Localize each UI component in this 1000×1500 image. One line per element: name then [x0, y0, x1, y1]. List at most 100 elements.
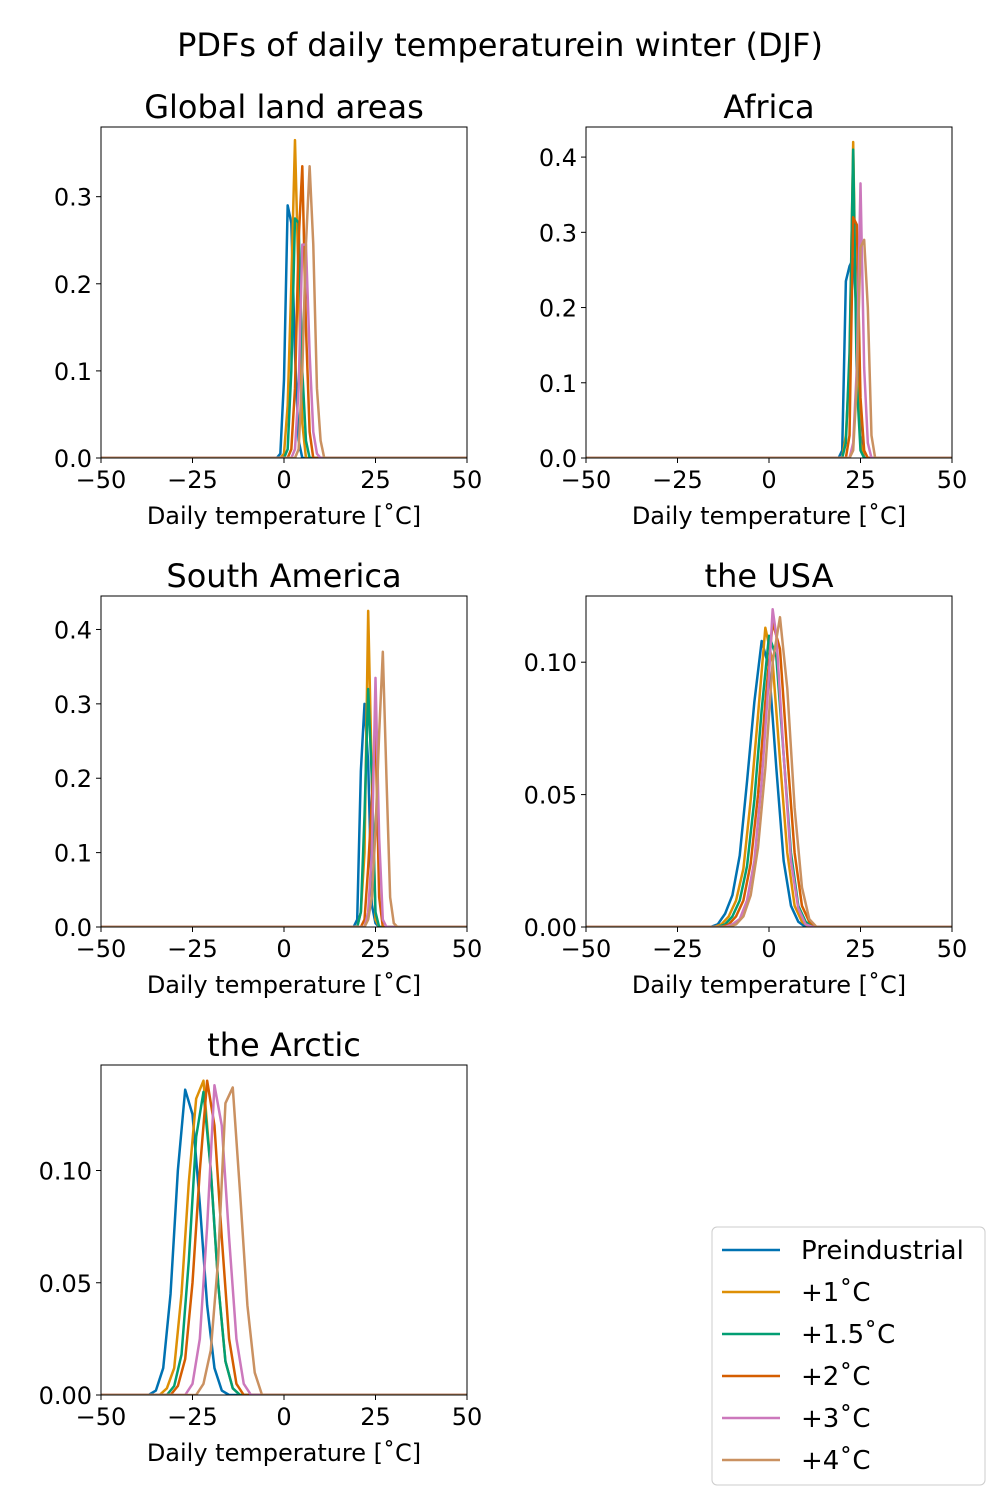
x-axis-label: Daily temperature [˚C]: [147, 502, 421, 530]
y-tick-label: 0.3: [54, 691, 92, 719]
legend-frame: [711, 1226, 986, 1486]
series-line-5: [586, 182, 952, 458]
series-group: [586, 140, 952, 458]
series-line-4: [586, 216, 952, 458]
panel-title: the USA: [705, 557, 834, 595]
y-tick-label: 0.2: [539, 295, 577, 323]
series-line-2: [586, 626, 952, 927]
y-tick-label: 0.0: [539, 445, 577, 473]
series-line-2: [101, 609, 467, 927]
x-tick-label: 0: [276, 935, 291, 963]
series-line-3: [586, 148, 952, 458]
x-tick-label: 25: [360, 466, 391, 494]
series-group: [101, 609, 467, 927]
series-line-6: [101, 650, 467, 927]
panel-3: −50 −25 0 25 50 0.0 0.1 0.2 0.3 0.4 South America D…: [54, 557, 482, 999]
series-line-3: [101, 687, 467, 927]
x-tick-label: −25: [167, 935, 218, 963]
y-tick-label: 0.05: [39, 1270, 92, 1298]
legend-label: +2˚C: [801, 1362, 870, 1392]
x-tick-label: 50: [452, 935, 483, 963]
legend-label: +3˚C: [801, 1404, 870, 1434]
panel-title: the Arctic: [207, 1026, 361, 1064]
x-tick-label: −25: [652, 466, 703, 494]
series-line-1: [586, 257, 952, 458]
series-line-1: [101, 1088, 467, 1395]
series-line-6: [101, 1086, 467, 1395]
y-tick-label: 0.0: [54, 445, 92, 473]
x-tick-label: 50: [452, 466, 483, 494]
series-line-5: [586, 607, 952, 927]
x-tick-label: 0: [276, 1403, 291, 1431]
series-group: [586, 607, 952, 927]
panel-1: −50 −25 0 25 50 0.0 0.1 0.2 0.3 Global land areas…: [54, 88, 482, 530]
series-line-1: [101, 204, 467, 458]
series-line-2: [101, 138, 467, 458]
x-axis-label: Daily temperature [˚C]: [632, 502, 906, 530]
x-tick-label: 25: [845, 466, 876, 494]
series-line-6: [586, 238, 952, 458]
panel-title: Global land areas: [144, 88, 424, 126]
series-line-2: [586, 140, 952, 458]
series-group: [101, 138, 467, 458]
legend: Preindustrial +1˚C +1.5˚C +2˚C +3˚C +4˚C: [711, 1226, 986, 1486]
y-tick-label: 0.1: [54, 358, 92, 386]
y-tick-label: 0.00: [39, 1382, 92, 1410]
series-line-5: [101, 676, 467, 927]
y-tick-label: 0.10: [39, 1158, 92, 1186]
x-axis-label: Daily temperature [˚C]: [147, 1439, 421, 1467]
y-tick-label: 0.4: [539, 144, 577, 172]
series-line-6: [101, 164, 467, 458]
legend-label: +4˚C: [801, 1446, 870, 1476]
x-tick-label: −25: [652, 935, 703, 963]
series-line-5: [101, 1083, 467, 1395]
x-tick-label: 50: [937, 466, 968, 494]
y-tick-label: 0.05: [524, 782, 577, 810]
panel-title: South America: [166, 557, 401, 595]
axes-frame: [585, 126, 953, 459]
series-line-1: [586, 639, 952, 927]
x-tick-label: 25: [360, 1403, 391, 1431]
series-line-4: [101, 724, 467, 927]
x-tick-label: 0: [761, 935, 776, 963]
x-tick-label: −50: [561, 466, 612, 494]
legend-label: Preindustrial: [801, 1236, 964, 1266]
series-line-4: [101, 1079, 467, 1395]
y-tick-label: 0.2: [54, 271, 92, 299]
x-tick-label: 50: [937, 935, 968, 963]
panel-4: −50 −25 0 25 50 0.00 0.05 0.10 the USA Daily temp…: [524, 557, 968, 999]
x-tick-label: 0: [276, 466, 291, 494]
y-tick-label: 0.10: [524, 649, 577, 677]
y-tick-label: 0.1: [539, 370, 577, 398]
y-tick-label: 0.2: [54, 765, 92, 793]
axes-frame: [100, 595, 468, 928]
y-tick-label: 0.0: [54, 914, 92, 942]
panel-5: −50 −25 0 25 50 0.00 0.05 0.10 the Arctic Daily t…: [39, 1026, 483, 1467]
x-tick-label: 25: [360, 935, 391, 963]
panel-title: Africa: [723, 88, 814, 126]
x-tick-label: −25: [167, 1403, 218, 1431]
y-tick-label: 0.3: [54, 184, 92, 212]
x-axis-label: Daily temperature [˚C]: [147, 971, 421, 999]
y-tick-label: 0.1: [54, 840, 92, 868]
series-line-3: [101, 217, 467, 458]
series-line-1: [101, 702, 467, 927]
x-axis-label: Daily temperature [˚C]: [632, 971, 906, 999]
legend-label: +1˚C: [801, 1278, 870, 1308]
series-line-3: [101, 1090, 467, 1395]
x-tick-label: 25: [845, 935, 876, 963]
panel-2: −50 −25 0 25 50 0.0 0.1 0.2 0.3 0.4 Africa Daily te…: [539, 88, 967, 530]
y-tick-label: 0.00: [524, 914, 577, 942]
figure-title: PDFs of daily temperaturein winter (DJF): [177, 26, 823, 64]
x-tick-label: −50: [76, 935, 127, 963]
axes-frame: [100, 126, 468, 459]
axes-frame: [100, 1064, 468, 1396]
x-tick-label: 0: [761, 466, 776, 494]
y-tick-label: 0.3: [539, 219, 577, 247]
x-tick-label: 50: [452, 1403, 483, 1431]
x-tick-label: −50: [76, 1403, 127, 1431]
x-tick-label: −25: [167, 466, 218, 494]
series-line-4: [101, 164, 467, 458]
